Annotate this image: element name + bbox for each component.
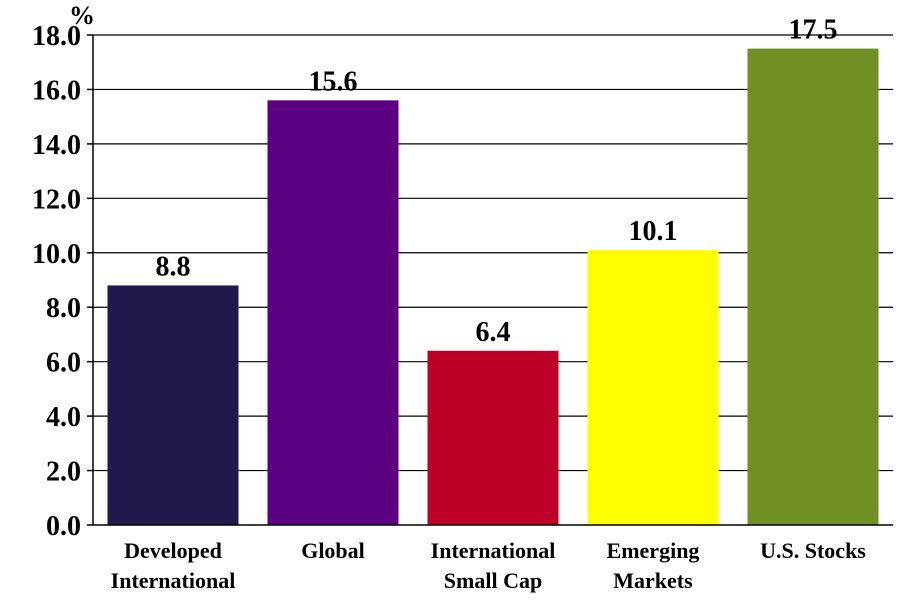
data-label: 8.8 [156,251,191,282]
y-tick-label: 8.0 [46,293,81,324]
x-tick-label: Developed [124,538,222,563]
y-tick-labels: 0.0 2.0 4.0 6.0 8.0 10.0 12.0 14.0 16.0 18.0 [32,21,81,542]
y-tick-label: 10.0 [32,239,81,270]
axes [87,34,893,526]
bar-4 [587,250,719,526]
y-tick-label: 4.0 [46,402,81,433]
y-tick-label: 14.0 [32,130,81,161]
bar-2 [267,100,399,525]
x-tick-label: International [431,538,556,563]
y-tick-label: 6.0 [46,348,81,379]
data-labels: 8.8 15.6 6.4 10.1 17.5 [156,15,838,348]
x-tick-label: Markets [613,568,693,593]
data-label: 6.4 [476,317,511,348]
x-tick-label: Emerging [607,538,700,563]
y-tick-label: 12.0 [32,184,81,215]
x-tick-labels: Developed International Global Internationa… [111,538,867,593]
y-tick-label: 18.0 [32,21,81,52]
y-tick-label: 2.0 [46,457,81,488]
y-tick-label: 0.0 [46,511,81,542]
x-tick-label: Global [301,538,365,563]
x-tick-label: U.S. Stocks [760,538,866,563]
bar-1 [107,285,239,525]
x-tick-label: International [111,568,236,593]
bars [107,48,879,526]
data-label: 17.5 [789,15,838,46]
y-tick-label: 16.0 [32,75,81,106]
bar-3 [427,350,559,525]
y-unit-label: % [69,1,95,30]
data-label: 15.6 [309,66,358,97]
x-tick-label: Small Cap [444,568,542,593]
bar-5 [747,48,879,525]
data-label: 10.1 [629,216,678,247]
